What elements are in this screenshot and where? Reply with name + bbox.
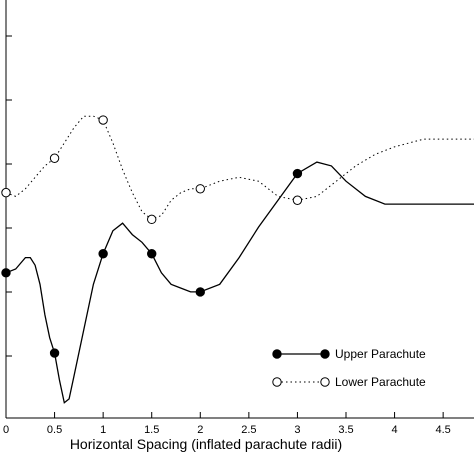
- legend-lower-parachute-marker-1: [320, 377, 330, 387]
- upper-parachute-point-1: [49, 348, 60, 358]
- lower-parachute-point-5: [292, 195, 303, 205]
- upper-parachute-point-0: [1, 268, 11, 278]
- lower-parachute-point-1: [49, 153, 60, 163]
- upper-parachute-line: [5, 161, 474, 404]
- legend-upper-parachute-label: Upper Parachute: [335, 347, 426, 361]
- x-tick-label-1: 0.5: [47, 424, 62, 436]
- upper-parachute-point-5: [292, 168, 303, 179]
- x-tick-label-5: 2.5: [241, 424, 256, 436]
- upper-parachute-point-2: [98, 249, 108, 259]
- lower-parachute-point-4: [195, 184, 205, 194]
- y-ticks: [6, 35, 12, 357]
- legend-lower-parachute-label: Lower Parachute: [335, 375, 426, 389]
- x-tick-label-6: 3: [294, 424, 300, 436]
- lower-parachute-point-0: [1, 187, 11, 198]
- x-ticks: 0 0.5 1 1.5 2 2.5 3 3.5 4 4.5: [3, 412, 451, 436]
- upper-parachute-point-3: [147, 249, 157, 259]
- lower-parachute-point-2: [98, 115, 108, 125]
- x-tick-label-9: 4.5: [435, 424, 450, 436]
- legend: Upper Parachute Lower Parachute: [272, 347, 426, 389]
- x-tick-label-4: 2: [197, 424, 203, 436]
- x-tick-label-2: 1: [100, 424, 106, 436]
- legend-upper-parachute-marker-0: [272, 349, 282, 359]
- legend-upper-parachute-marker-1: [320, 349, 330, 359]
- x-tick-label-8: 4: [392, 424, 398, 436]
- legend-lower-parachute-marker-0: [272, 377, 282, 387]
- x-tick-label-0: 0: [3, 424, 9, 436]
- x-tick-label-7: 3.5: [338, 424, 353, 436]
- series-layer: [1, 115, 474, 404]
- x-axis-label: Horizontal Spacing (inflated parachute r…: [70, 436, 342, 452]
- plot-frame: [5, 0, 474, 419]
- lower-parachute-point-3: [147, 214, 157, 225]
- upper-parachute-point-4: [195, 287, 205, 297]
- x-tick-label-3: 1.5: [144, 424, 159, 436]
